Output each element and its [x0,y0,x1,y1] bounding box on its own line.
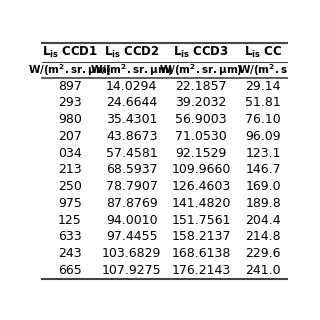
Text: 107.9275: 107.9275 [102,264,162,277]
Text: 241.0: 241.0 [245,264,281,277]
Text: 57.4581: 57.4581 [106,147,158,160]
Text: $\mathbf{W/(m^2.sr.\mu m)}$: $\mathbf{W/(m^2.sr.\mu m)}$ [159,62,243,78]
Text: 189.8: 189.8 [245,197,281,210]
Text: $\mathbf{W/(m^2.s}$: $\mathbf{W/(m^2.s}$ [238,62,288,78]
Text: 78.7907: 78.7907 [106,180,158,193]
Text: $\mathbf{L_{is}}$ $\mathbf{CCD1}$: $\mathbf{L_{is}}$ $\mathbf{CCD1}$ [42,45,98,60]
Text: 76.10: 76.10 [245,113,281,126]
Text: 94.0010: 94.0010 [106,214,157,227]
Text: 034: 034 [58,147,82,160]
Text: 22.1857: 22.1857 [175,80,227,93]
Text: 123.1: 123.1 [245,147,281,160]
Text: 126.4603: 126.4603 [172,180,231,193]
Text: 633: 633 [58,230,82,244]
Text: 250: 250 [58,180,82,193]
Text: 293: 293 [58,96,82,109]
Text: 35.4301: 35.4301 [106,113,157,126]
Text: 29.14: 29.14 [245,80,281,93]
Text: $\mathbf{L_{is}}$ $\mathbf{CCD3}$: $\mathbf{L_{is}}$ $\mathbf{CCD3}$ [173,45,229,60]
Text: 151.7561: 151.7561 [172,214,231,227]
Text: $\mathbf{L_{is}}$ $\mathbf{CC}$: $\mathbf{L_{is}}$ $\mathbf{CC}$ [244,45,282,60]
Text: 897: 897 [58,80,82,93]
Text: 204.4: 204.4 [245,214,281,227]
Text: 24.6644: 24.6644 [106,96,157,109]
Text: 169.0: 169.0 [245,180,281,193]
Text: 243: 243 [58,247,82,260]
Text: 56.9003: 56.9003 [175,113,227,126]
Text: 975: 975 [58,197,82,210]
Text: 158.2137: 158.2137 [172,230,231,244]
Text: 229.6: 229.6 [245,247,281,260]
Text: 665: 665 [58,264,82,277]
Text: $\mathbf{W/(m^2.sr.\mu m)}$: $\mathbf{W/(m^2.sr.\mu m)}$ [28,62,112,78]
Text: 43.8673: 43.8673 [106,130,157,143]
Text: 39.2032: 39.2032 [175,96,227,109]
Text: 980: 980 [58,113,82,126]
Text: 87.8769: 87.8769 [106,197,158,210]
Text: 51.81: 51.81 [245,96,281,109]
Text: 103.6829: 103.6829 [102,247,162,260]
Text: 207: 207 [58,130,82,143]
Text: 141.4820: 141.4820 [172,197,231,210]
Text: 214.8: 214.8 [245,230,281,244]
Text: 71.0530: 71.0530 [175,130,227,143]
Text: 68.5937: 68.5937 [106,164,157,176]
Text: 96.09: 96.09 [245,130,281,143]
Text: 176.2143: 176.2143 [172,264,231,277]
Text: 213: 213 [58,164,82,176]
Text: $\mathbf{W/(m^2.sr.\mu m)}$: $\mathbf{W/(m^2.sr.\mu m)}$ [90,62,174,78]
Text: 125: 125 [58,214,82,227]
Text: 168.6138: 168.6138 [172,247,231,260]
Text: 146.7: 146.7 [245,164,281,176]
Text: 97.4455: 97.4455 [106,230,157,244]
Text: 92.1529: 92.1529 [175,147,227,160]
Text: 14.0294: 14.0294 [106,80,157,93]
Text: $\mathbf{L_{is}}$ $\mathbf{CCD2}$: $\mathbf{L_{is}}$ $\mathbf{CCD2}$ [104,45,160,60]
Text: 109.9660: 109.9660 [172,164,231,176]
